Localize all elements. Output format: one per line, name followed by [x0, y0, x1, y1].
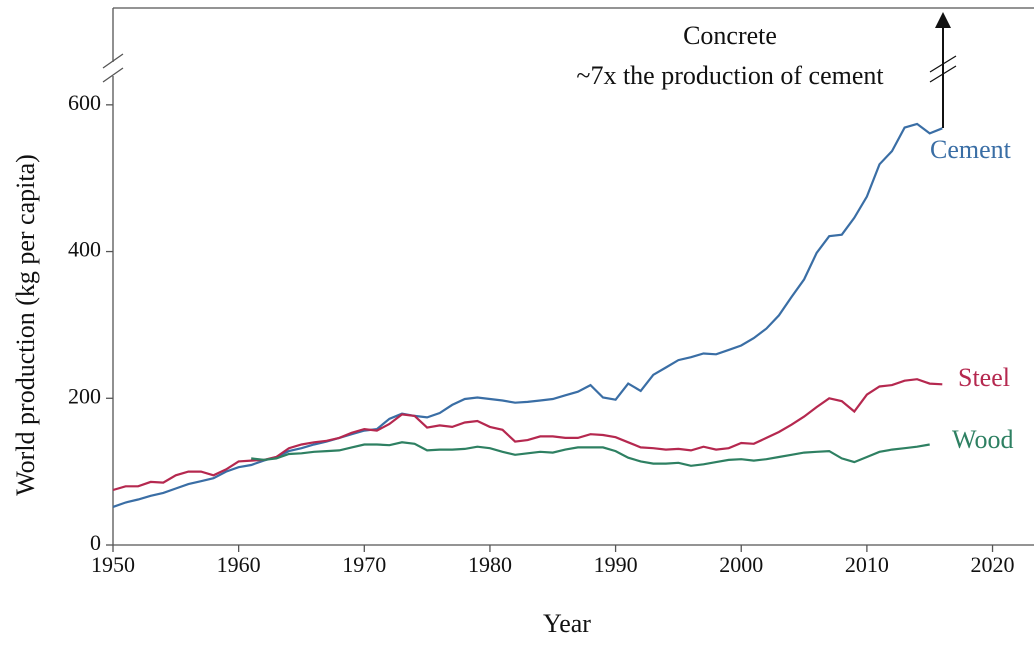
x-tick-label: 1950 — [91, 552, 135, 577]
series-line — [251, 441, 930, 467]
series-line — [112, 378, 943, 492]
y-tick-label: 400 — [68, 237, 101, 262]
y-tick-label: 600 — [68, 90, 101, 115]
arrow-break — [929, 55, 957, 83]
series-label: Wood — [952, 425, 1013, 454]
annotation: ~7x the production of cement — [576, 61, 884, 90]
series-label: Cement — [930, 135, 1012, 164]
y-tick-label: 0 — [90, 530, 101, 555]
axis-break — [102, 53, 124, 83]
x-tick-label: 1970 — [342, 552, 386, 577]
x-axis-label: Year — [543, 609, 591, 638]
x-tick-label: 1960 — [217, 552, 261, 577]
x-tick-label: 2010 — [845, 552, 889, 577]
series-label: Steel — [958, 363, 1010, 392]
annotation: Concrete — [683, 21, 777, 50]
series-line — [112, 122, 943, 508]
y-axis-label: World production (kg per capita) — [11, 154, 40, 496]
x-tick-label: 2000 — [719, 552, 763, 577]
x-tick-label: 1990 — [594, 552, 638, 577]
x-tick-label: 1980 — [468, 552, 512, 577]
y-tick-label: 200 — [68, 383, 101, 408]
x-tick-label: 2020 — [971, 552, 1015, 577]
